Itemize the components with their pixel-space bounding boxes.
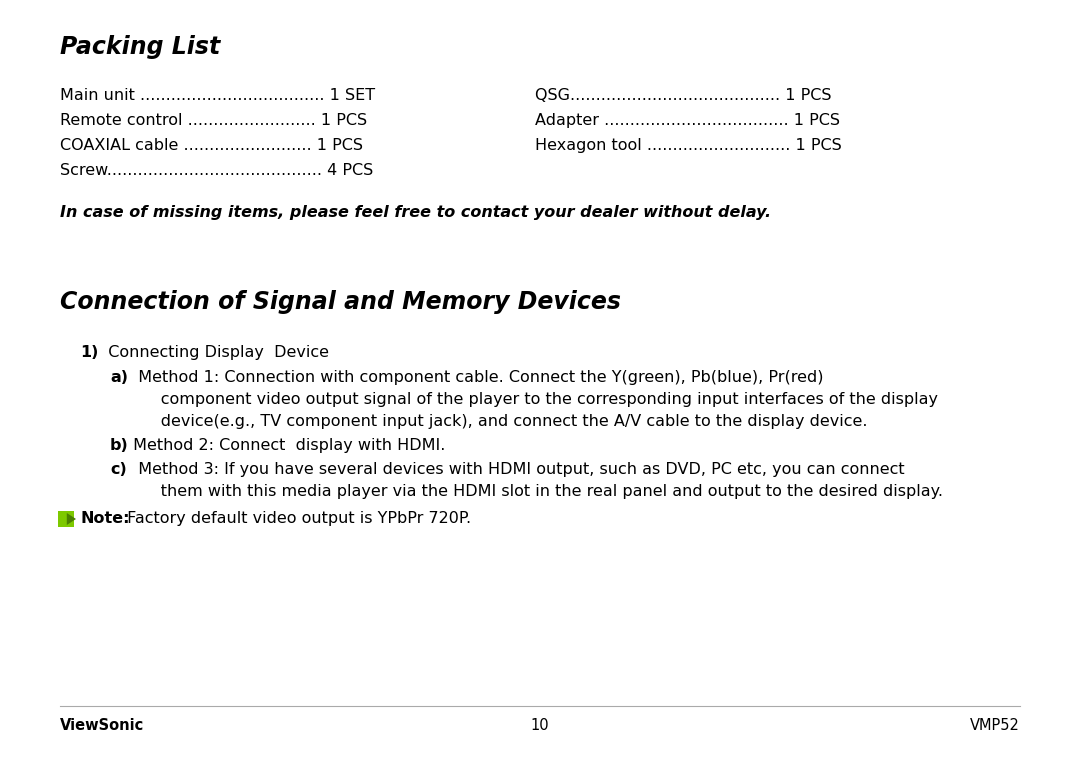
Text: Note:: Note: — [80, 511, 130, 526]
Text: VMP52: VMP52 — [970, 718, 1020, 733]
Text: Packing List: Packing List — [60, 35, 220, 59]
Text: Method 2: Connect  display with HDMI.: Method 2: Connect display with HDMI. — [129, 438, 445, 453]
Text: Connection of Signal and Memory Devices: Connection of Signal and Memory Devices — [60, 290, 621, 314]
Text: c): c) — [110, 462, 126, 477]
Text: Remote control ......................... 1 PCS: Remote control .........................… — [60, 113, 367, 128]
Text: Main unit .................................... 1 SET: Main unit ..............................… — [60, 88, 375, 103]
Text: Method 3: If you have several devices with HDMI output, such as DVD, PC etc, you: Method 3: If you have several devices wi… — [129, 462, 905, 477]
FancyBboxPatch shape — [58, 511, 75, 527]
Text: a): a) — [110, 370, 129, 385]
Text: QSG......................................... 1 PCS: QSG.....................................… — [535, 88, 832, 103]
Text: Method 1: Connection with component cable. Connect the Y(green), Pb(blue), Pr(re: Method 1: Connection with component cabl… — [129, 370, 824, 385]
Text: component video output signal of the player to the corresponding input interface: component video output signal of the pla… — [130, 392, 939, 407]
Text: COAXIAL cable ......................... 1 PCS: COAXIAL cable ......................... … — [60, 138, 363, 153]
Polygon shape — [67, 513, 76, 525]
Text: Hexagon tool ............................ 1 PCS: Hexagon tool ...........................… — [535, 138, 841, 153]
Text: Connecting Display  Device: Connecting Display Device — [98, 345, 329, 360]
Text: b): b) — [110, 438, 129, 453]
Text: them with this media player via the HDMI slot in the real panel and output to th: them with this media player via the HDMI… — [130, 484, 943, 499]
Text: device(e.g., TV component input jack), and connect the A/V cable to the display : device(e.g., TV component input jack), a… — [130, 414, 867, 429]
Text: In case of missing items, please feel free to contact your dealer without delay.: In case of missing items, please feel fr… — [60, 205, 771, 220]
Text: 10: 10 — [530, 718, 550, 733]
Text: 1): 1) — [80, 345, 98, 360]
Text: Screw.......................................... 4 PCS: Screw...................................… — [60, 163, 374, 178]
Text: ViewSonic: ViewSonic — [60, 718, 145, 733]
Text: Adapter .................................... 1 PCS: Adapter ................................… — [535, 113, 840, 128]
Text: Factory default video output is YPbPr 720P.: Factory default video output is YPbPr 72… — [122, 511, 471, 526]
